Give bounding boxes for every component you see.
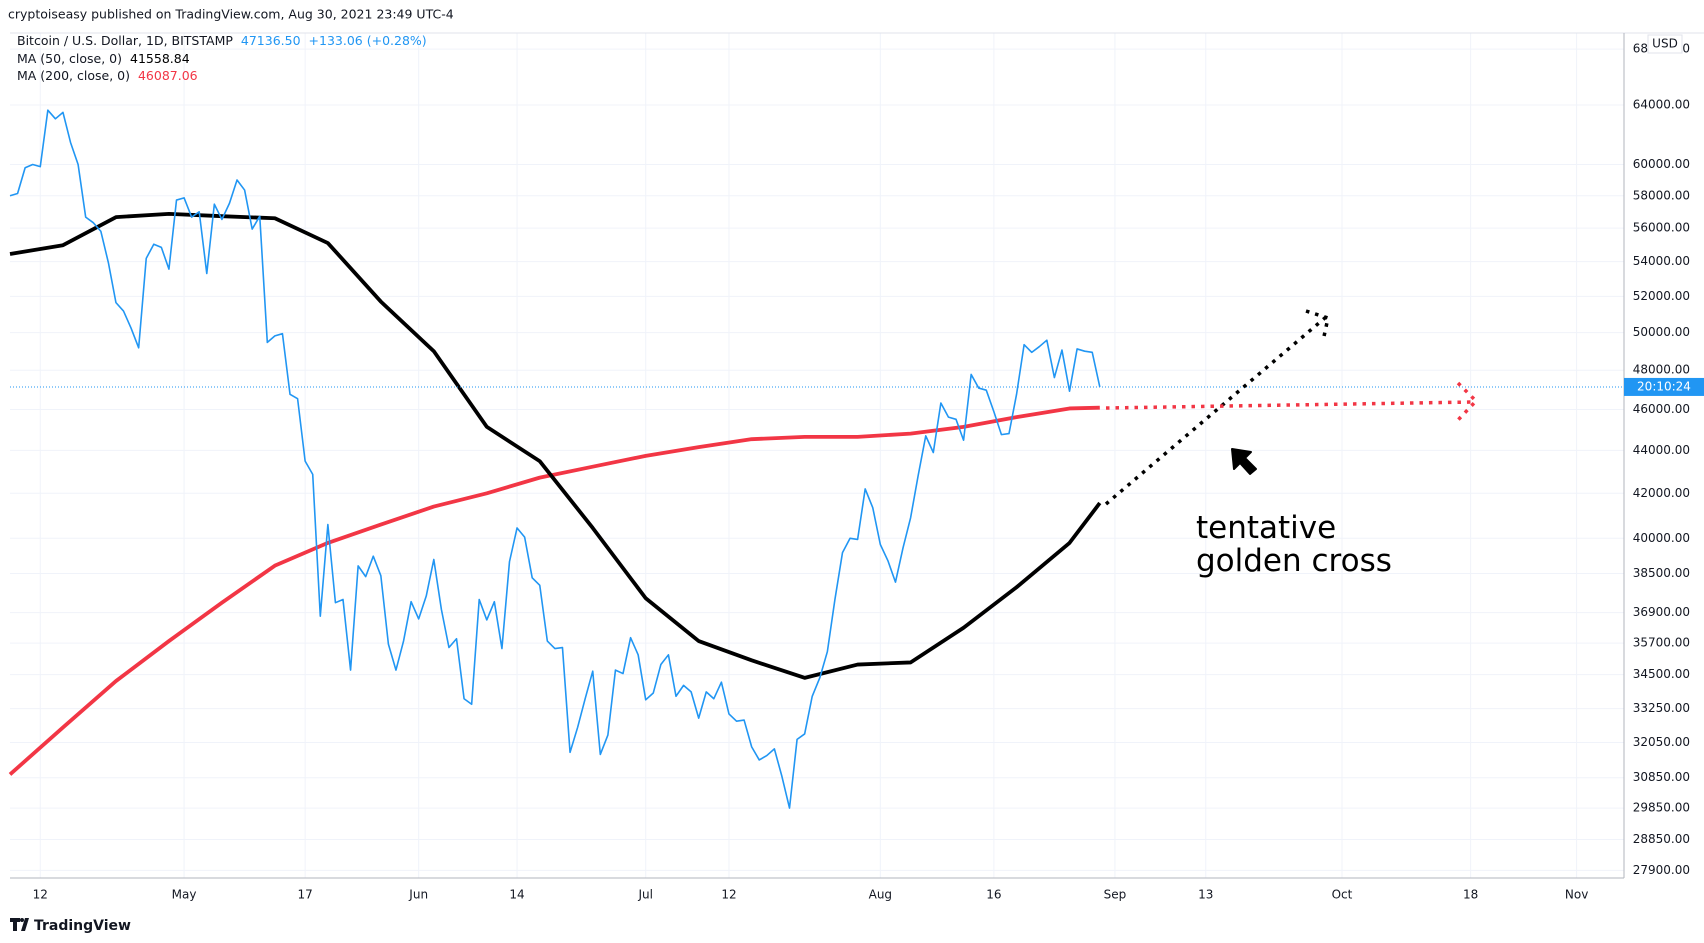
x-tick-label: 14 [509,888,524,902]
legend-change: +133.06 (+0.28%) [309,33,427,48]
pointer-arrow [1231,448,1257,475]
x-tick-label: 12 [33,888,48,902]
projection-arrowhead [1305,309,1331,342]
legend-row: Bitcoin / U.S. Dollar, 1D, BITSTAMP 47136… [17,33,427,48]
legend-value: 46087.06 [138,68,198,83]
y-tick-label: 60000.00 [1633,157,1690,171]
logo-mark [10,918,29,931]
y-tick-label: 64000.00 [1633,98,1690,112]
x-tick-label: 18 [1463,888,1478,902]
countdown-tag [1624,377,1704,396]
y-tick-label: 27900.00 [1633,863,1690,877]
annotation: golden cross [1196,543,1392,579]
x-tick-label: 17 [298,888,313,902]
legend-name: MA (200, close, 0) [17,68,130,83]
y-tick-label: 36900.00 [1633,605,1690,619]
legend-value: 41558.84 [130,51,190,66]
x-tick-label: Oct [1332,888,1353,902]
header: cryptoiseasy published on TradingView.co… [8,7,454,22]
x-tick-label: Aug [869,888,892,902]
x-tick-label: May [172,888,197,902]
y-tick-label: 48000.00 [1633,363,1690,377]
spacer [1,912,1704,913]
y-tick-label: 44000.00 [1633,443,1690,457]
x-tick-label: Jul [637,888,652,902]
countdown: 20:10:24 [1637,379,1691,393]
legend-name: Bitcoin / U.S. Dollar, 1D, BITSTAMP [17,33,233,48]
y-tick-label: 34500.00 [1633,667,1690,681]
x-tick-label: Nov [1565,888,1588,902]
y-tick-label: 33250.00 [1633,701,1690,715]
x-tick-label: Jun [408,888,428,902]
grid [10,33,1624,878]
x-tick-label: 16 [986,888,1001,902]
x-tick-label: 12 [721,888,736,902]
y-tick-label: 32050.00 [1633,735,1690,749]
legend-name: MA (50, close, 0) [17,51,122,66]
footer-brand: TradingView [34,918,131,934]
legend-row: MA (50, close, 0) 41558.84 [17,51,190,66]
annotation: tentative [1196,510,1336,546]
plot [8,109,1624,809]
currency-box [1647,34,1683,54]
y-tick-label: 50000.00 [1633,325,1690,339]
price-line [9,109,1101,809]
y-tick-label: 38500.00 [1633,566,1690,580]
logo-dot [20,918,24,922]
footer-logo [10,918,29,931]
y-tick-label: 52000.00 [1633,289,1690,303]
y-tick-label: 46000.00 [1633,402,1690,416]
y-tick-label: 54000.00 [1633,254,1690,268]
x-tick-label: Sep [1104,888,1127,902]
legend-value: 47136.50 [241,33,301,48]
projection-line [1104,315,1328,506]
y-tick-label: 35700.00 [1633,636,1690,650]
currency: USD [1652,37,1678,51]
legend-row: MA (200, close, 0) 46087.06 [17,68,198,83]
y-tick-label: 58000.00 [1633,188,1690,202]
y-tick-label: 29850.00 [1633,801,1690,815]
x-tick-label: 13 [1198,888,1213,902]
projection-line [1105,400,1475,410]
y-tick-label: 56000.00 [1633,221,1690,235]
y-tick-label: 28850.00 [1633,832,1690,846]
y-tick-label: 30850.00 [1633,770,1690,784]
y-tick-label: 40000.00 [1633,531,1690,545]
y-tick-label: 42000.00 [1633,486,1690,500]
